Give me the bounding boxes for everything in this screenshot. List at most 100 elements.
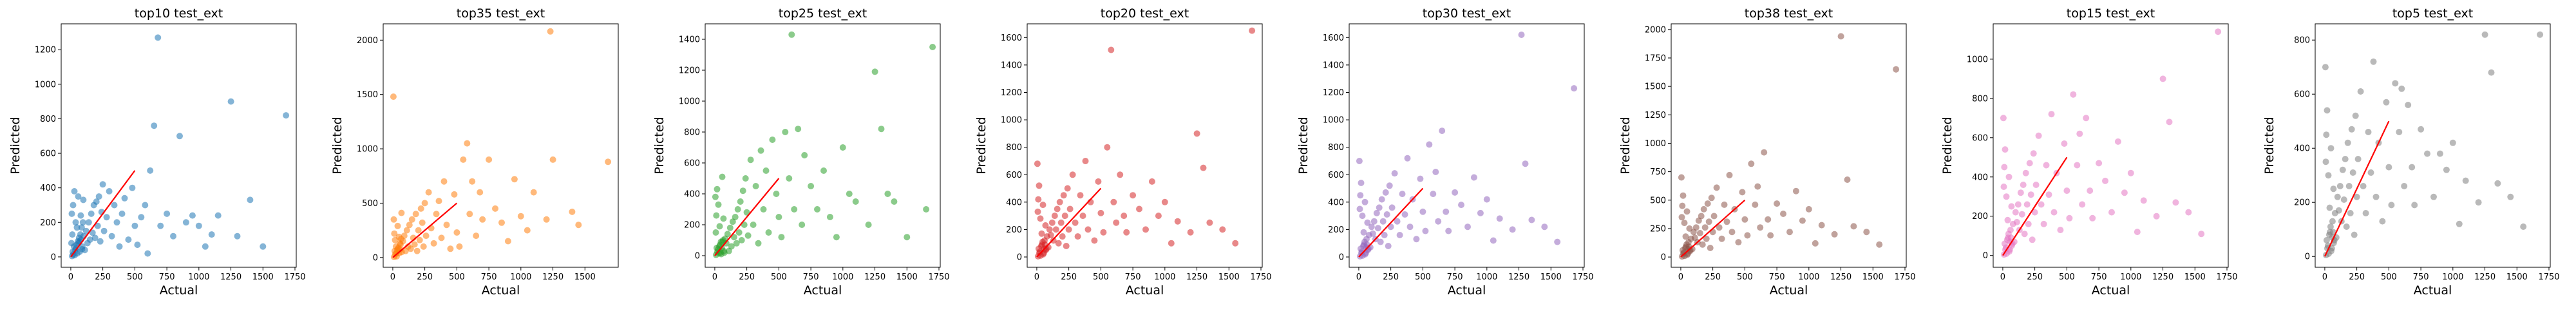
data-point — [2329, 218, 2336, 225]
data-point — [108, 232, 115, 240]
x-tick-label: 1500 — [574, 272, 596, 282]
data-point — [1426, 141, 1433, 148]
x-axis-label: Actual — [804, 283, 842, 298]
data-point — [421, 200, 428, 207]
y-tick-label: 2000 — [357, 36, 378, 46]
data-point — [2388, 202, 2395, 209]
data-point — [415, 227, 422, 234]
data-point — [605, 158, 612, 166]
data-point — [712, 193, 719, 200]
data-point — [433, 211, 440, 218]
data-point — [791, 206, 798, 213]
data-point — [1805, 205, 1812, 213]
y-tick-label: 200 — [684, 221, 700, 231]
identity-line — [70, 170, 136, 258]
data-point — [1761, 149, 1768, 156]
data-point — [2007, 238, 2014, 245]
data-point — [2023, 201, 2031, 208]
data-point — [524, 227, 531, 234]
data-point — [778, 234, 785, 241]
data-point — [1121, 213, 1128, 220]
x-tick-label: 0 — [2000, 272, 2005, 282]
identity-line — [1036, 187, 1102, 258]
data-point — [1490, 237, 1497, 244]
data-point — [2325, 172, 2332, 179]
data-point — [2424, 150, 2430, 157]
data-point — [1069, 171, 1076, 178]
data-point — [2537, 31, 2544, 38]
data-point — [1686, 225, 1693, 232]
data-point — [2000, 115, 2007, 122]
data-point — [1097, 209, 1104, 216]
y-tick-label: 0 — [1983, 251, 1988, 261]
data-point — [2018, 211, 2025, 218]
data-point — [1541, 223, 1548, 231]
data-point — [2083, 115, 2090, 122]
data-point — [390, 93, 397, 100]
identity-line — [2324, 120, 2390, 257]
data-point — [1710, 213, 1718, 220]
y-tick-label: 1500 — [357, 90, 378, 100]
y-tick-label: 200 — [1006, 225, 1022, 235]
data-point — [1061, 213, 1068, 220]
data-point — [713, 212, 720, 219]
data-point — [79, 245, 86, 252]
y-tick-label: 800 — [1328, 143, 1344, 153]
data-point — [1037, 215, 1044, 222]
y-tick-label: 1000 — [35, 80, 56, 90]
data-point — [511, 176, 518, 183]
data-point — [73, 224, 80, 231]
data-point — [1458, 202, 1464, 209]
data-point — [2048, 111, 2055, 118]
data-point — [2003, 193, 2010, 200]
data-point — [1379, 218, 1387, 225]
data-point — [420, 243, 427, 250]
data-point — [1401, 211, 1408, 218]
data-point — [2326, 204, 2333, 211]
y-tick-label: 400 — [1972, 173, 1988, 182]
data-point — [498, 219, 505, 226]
y-tick-label: 800 — [684, 128, 700, 138]
y-tick-label: 1000 — [1645, 139, 1666, 149]
data-point — [2166, 118, 2173, 126]
x-tick-label: 250 — [1061, 272, 1077, 282]
data-point — [1356, 158, 1363, 164]
data-point — [757, 147, 764, 154]
data-point — [464, 140, 471, 147]
y-tick-label: 0 — [2305, 252, 2310, 262]
data-point — [430, 240, 437, 247]
data-point — [1232, 240, 1239, 247]
y-tick-label: 1000 — [1323, 116, 1344, 126]
data-point — [208, 231, 215, 238]
data-point — [1219, 226, 1226, 233]
x-tick-label: 1250 — [1186, 272, 1208, 282]
data-point — [1893, 66, 1900, 73]
data-point — [1142, 226, 1149, 233]
data-point — [2409, 164, 2416, 171]
data-point — [1361, 198, 1368, 205]
data-point — [1035, 196, 1042, 203]
data-point — [742, 175, 749, 182]
data-point — [99, 181, 106, 188]
data-point — [411, 241, 418, 248]
data-point — [1818, 222, 1825, 229]
data-point — [155, 34, 162, 41]
x-tick-label: 1750 — [1250, 272, 1271, 282]
data-point — [1844, 176, 1851, 183]
data-point — [157, 222, 164, 229]
data-point — [2127, 169, 2134, 176]
y-tick-label: 250 — [1650, 224, 1666, 234]
y-axis-label: Predicted — [2262, 117, 2277, 174]
data-point — [129, 184, 136, 191]
data-point — [413, 247, 421, 254]
data-point — [1042, 222, 1049, 229]
data-point — [1357, 192, 1364, 199]
x-tick-label: 500 — [2059, 272, 2075, 282]
data-point — [1765, 216, 1772, 223]
data-point — [2330, 185, 2337, 193]
data-point — [2198, 231, 2205, 238]
y-tick-label: 800 — [2294, 36, 2310, 46]
x-tick-label: 0 — [1678, 272, 1683, 282]
y-tick-label: 1400 — [679, 35, 700, 45]
data-point — [100, 227, 108, 234]
